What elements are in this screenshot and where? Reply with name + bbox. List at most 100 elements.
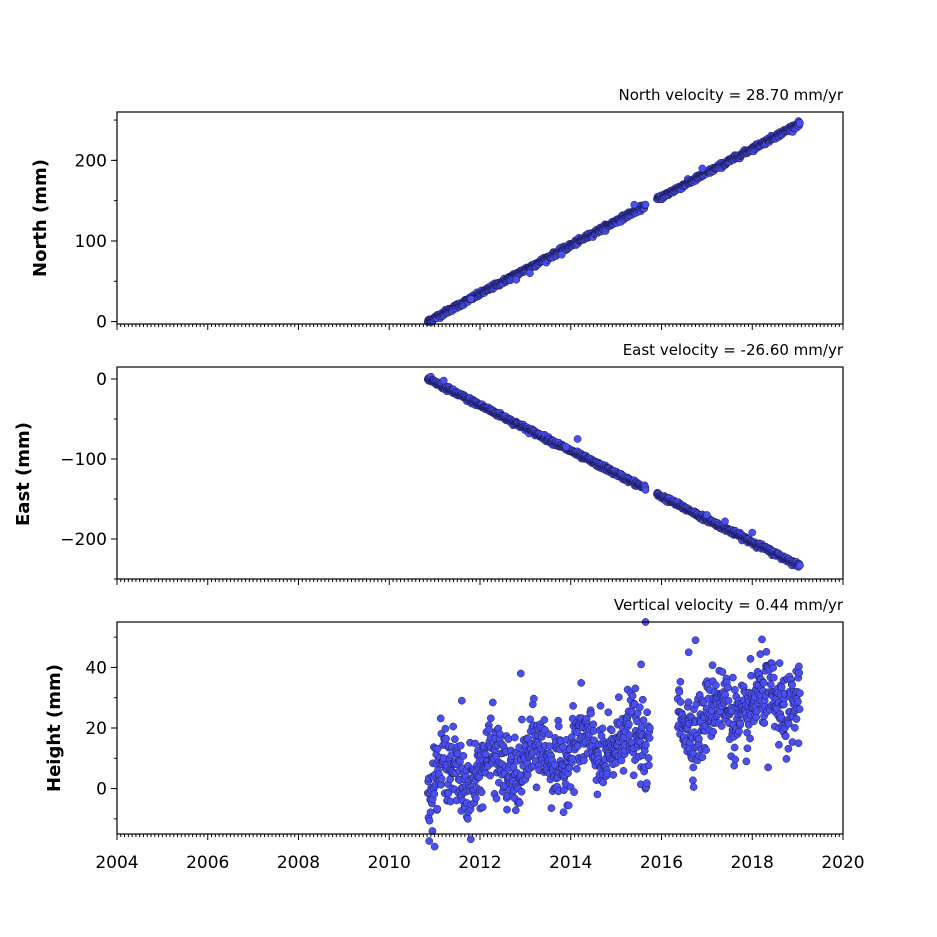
data-point <box>684 698 693 707</box>
east-ylabel: East (mm) <box>13 422 34 526</box>
north-velocity-title: North velocity = 28.70 mm/yr <box>619 86 844 104</box>
y-tick-label: −100 <box>60 450 107 470</box>
data-point <box>689 763 698 772</box>
data-point <box>643 779 651 787</box>
data-point <box>518 715 526 724</box>
data-point <box>515 798 524 807</box>
data-point <box>775 740 783 749</box>
data-point <box>562 443 571 451</box>
data-point <box>463 815 472 823</box>
data-point <box>676 698 685 706</box>
data-point <box>467 295 475 303</box>
data-point <box>635 703 644 712</box>
data-point <box>560 786 568 795</box>
east-panel: East velocity = -26.60 mm/yr East (mm) 0… <box>13 341 844 585</box>
data-point <box>795 705 804 713</box>
data-point <box>628 692 637 700</box>
data-point <box>598 724 607 733</box>
north-ylabel: North (mm) <box>30 159 51 277</box>
x-tick-label: 2006 <box>186 853 229 873</box>
data-point <box>614 693 623 702</box>
data-point <box>742 757 751 766</box>
data-point <box>746 734 754 743</box>
data-point <box>504 735 513 743</box>
data-point <box>529 694 538 703</box>
data-point <box>721 517 729 526</box>
y-tick-label: 0 <box>96 370 107 390</box>
data-point <box>645 734 654 742</box>
data-point <box>702 746 710 754</box>
data-point <box>439 376 448 385</box>
data-point <box>717 722 726 730</box>
data-point <box>593 790 602 799</box>
data-point <box>724 696 733 705</box>
data-point <box>766 680 775 689</box>
data-point <box>724 683 732 692</box>
data-point <box>794 739 803 748</box>
data-point <box>430 790 439 798</box>
height-points <box>423 618 804 851</box>
data-point <box>792 715 801 723</box>
data-point <box>426 808 435 817</box>
data-point <box>731 686 739 694</box>
data-point <box>644 754 653 762</box>
data-point <box>691 636 700 645</box>
data-point <box>604 708 613 717</box>
data-point <box>718 668 727 676</box>
data-point <box>743 744 752 753</box>
data-point <box>760 719 769 727</box>
data-point <box>698 753 707 762</box>
data-point <box>629 771 638 780</box>
x-tick-label: 2018 <box>731 853 774 873</box>
data-point <box>607 726 616 735</box>
data-point <box>731 755 740 764</box>
data-point <box>764 763 772 772</box>
data-point <box>746 654 755 663</box>
data-point <box>639 716 648 725</box>
data-point <box>433 804 442 813</box>
data-point <box>478 803 487 812</box>
y-tick-label: 100 <box>75 232 107 252</box>
data-point <box>557 250 566 259</box>
data-point <box>769 673 778 682</box>
data-point <box>442 734 450 743</box>
east-ticks: 0 −100 −200 <box>60 370 844 585</box>
data-point <box>762 647 771 656</box>
data-point <box>587 709 595 718</box>
data-point <box>736 719 745 728</box>
data-point <box>796 561 804 570</box>
data-point <box>708 661 717 670</box>
y-tick-label: 40 <box>85 658 107 678</box>
north-ticks: 0 100 200 <box>75 119 844 333</box>
data-point <box>689 783 698 791</box>
data-point <box>512 275 521 284</box>
height-ylabel: Height (mm) <box>44 664 65 792</box>
data-point <box>703 511 711 519</box>
data-point <box>698 164 707 173</box>
data-point <box>625 720 633 728</box>
data-point <box>729 673 737 682</box>
data-point <box>645 761 653 770</box>
x-tick-label: 2012 <box>458 853 501 873</box>
x-tick-label: 2014 <box>549 853 592 873</box>
data-point <box>769 663 777 672</box>
x-tick-label: 2016 <box>640 853 683 873</box>
data-point <box>441 724 450 733</box>
data-point <box>511 806 520 815</box>
data-point <box>503 805 511 814</box>
data-point <box>684 648 693 657</box>
data-point <box>730 743 739 752</box>
north-panel: North velocity = 28.70 mm/yr North (mm) … <box>30 86 844 333</box>
data-point <box>775 659 784 667</box>
data-point <box>631 684 640 693</box>
data-point <box>568 754 577 763</box>
data-point <box>782 755 791 763</box>
data-point <box>517 787 526 796</box>
data-point <box>577 679 586 687</box>
data-point <box>637 723 646 731</box>
x-tick-label: 2020 <box>821 853 864 873</box>
data-point <box>580 756 588 765</box>
data-point <box>496 730 504 738</box>
data-point <box>695 735 703 743</box>
